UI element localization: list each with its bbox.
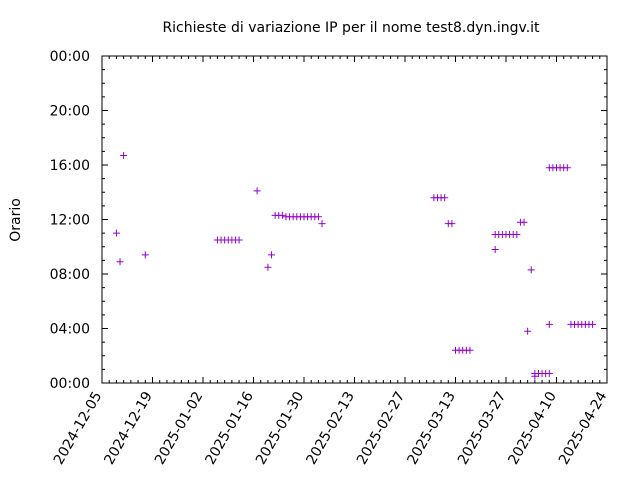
data-point — [253, 187, 261, 195]
y-tick-label: 12:00 — [50, 213, 90, 229]
data-point — [235, 236, 243, 244]
data-point — [112, 229, 120, 237]
data-point — [318, 220, 326, 228]
data-point — [120, 151, 128, 159]
y-axis: 00:00 04:00 08:00 12:00 16:00 20:00 00:00 — [50, 49, 607, 392]
x-tick-label: 2025-02-13 — [303, 389, 358, 467]
data-point — [491, 245, 499, 253]
data-point — [527, 266, 535, 274]
data-point — [314, 213, 322, 221]
plot-frame — [101, 55, 608, 384]
data-points — [112, 151, 597, 380]
chart-title: Richieste di variazione IP per il nome t… — [162, 20, 540, 36]
x-tick-label: 2025-01-30 — [253, 389, 308, 467]
data-point — [264, 263, 272, 271]
y-tick-label: 16:00 — [50, 158, 90, 174]
y-axis-label: Orario — [8, 198, 24, 242]
data-point — [545, 369, 553, 377]
y-tick-label: 00:00 — [50, 376, 90, 392]
data-point — [520, 218, 528, 226]
x-tick-label: 2024-12-05 — [51, 389, 106, 467]
data-point — [141, 251, 149, 259]
x-tick-label: 2025-04-24 — [556, 389, 611, 468]
data-point — [545, 320, 553, 328]
y-tick-label: 04:00 — [50, 322, 90, 338]
data-point — [448, 220, 456, 228]
y-tick-label: 20:00 — [50, 104, 90, 120]
x-axis: 2024-12-052024-12-192025-01-022025-01-16… — [51, 56, 611, 467]
data-point — [589, 320, 597, 328]
data-point — [116, 258, 124, 266]
x-tick-label: 2025-03-13 — [404, 389, 459, 467]
x-tick-label: 2025-04-10 — [505, 389, 560, 467]
x-tick-label: 2025-01-16 — [202, 389, 257, 468]
data-point — [513, 230, 521, 238]
x-tick-label: 2025-03-27 — [455, 389, 510, 467]
data-point — [278, 211, 286, 219]
data-point — [268, 251, 276, 259]
data-point — [441, 194, 449, 202]
y-tick-label: 08:00 — [50, 267, 90, 283]
data-point — [524, 327, 532, 335]
data-point — [466, 346, 474, 354]
y-tick-label: 00:00 — [50, 49, 90, 65]
x-tick-label: 2025-01-02 — [152, 389, 207, 467]
x-tick-label: 2025-02-27 — [354, 389, 409, 467]
data-point — [563, 164, 571, 172]
x-tick-label: 2024-12-19 — [101, 389, 156, 467]
